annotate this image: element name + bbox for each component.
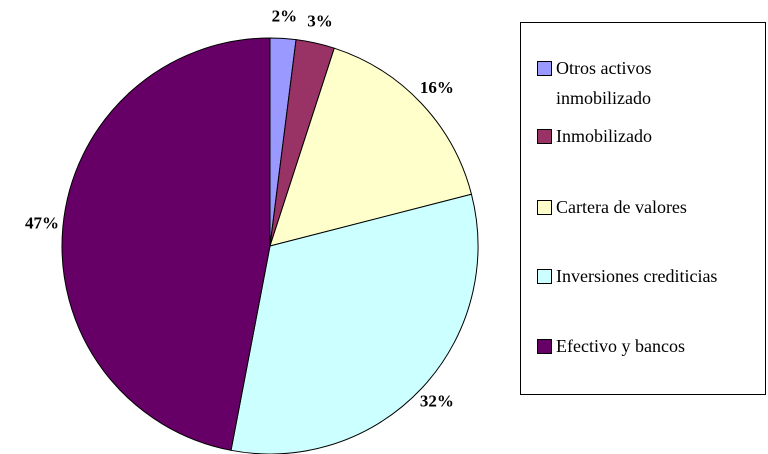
pie-slice xyxy=(230,193,479,454)
legend-label: Inmobilizado xyxy=(556,126,652,146)
legend-label: Efectivo y bancos xyxy=(556,336,685,356)
legend-swatch xyxy=(537,269,552,284)
legend-swatch xyxy=(537,61,552,76)
legend-item: Inmobilizado xyxy=(537,121,652,151)
legend-item: Cartera de valores xyxy=(537,192,687,222)
legend-item: Efectivo y bancos xyxy=(537,331,685,361)
data-label: 47% xyxy=(25,213,59,232)
legend-label: Otros activos inmobilizado xyxy=(556,58,652,108)
pie-slice xyxy=(61,37,271,451)
pie-slice xyxy=(269,47,473,247)
legend-item: Otros activos inmobilizado xyxy=(537,53,707,113)
data-label: 2% xyxy=(272,6,298,25)
legend-label: Inversiones crediticias xyxy=(556,266,718,286)
data-label: 16% xyxy=(420,78,454,97)
legend: Otros activos inmobilizado Inmobilizado Ca… xyxy=(520,22,766,395)
legend-swatch xyxy=(537,129,552,144)
legend-item: Inversiones crediticias xyxy=(537,261,717,291)
legend-label: Cartera de valores xyxy=(556,197,687,217)
legend-swatch xyxy=(537,200,552,215)
data-label: 32% xyxy=(420,392,454,411)
legend-swatch xyxy=(537,339,552,354)
data-label: 3% xyxy=(307,11,333,30)
